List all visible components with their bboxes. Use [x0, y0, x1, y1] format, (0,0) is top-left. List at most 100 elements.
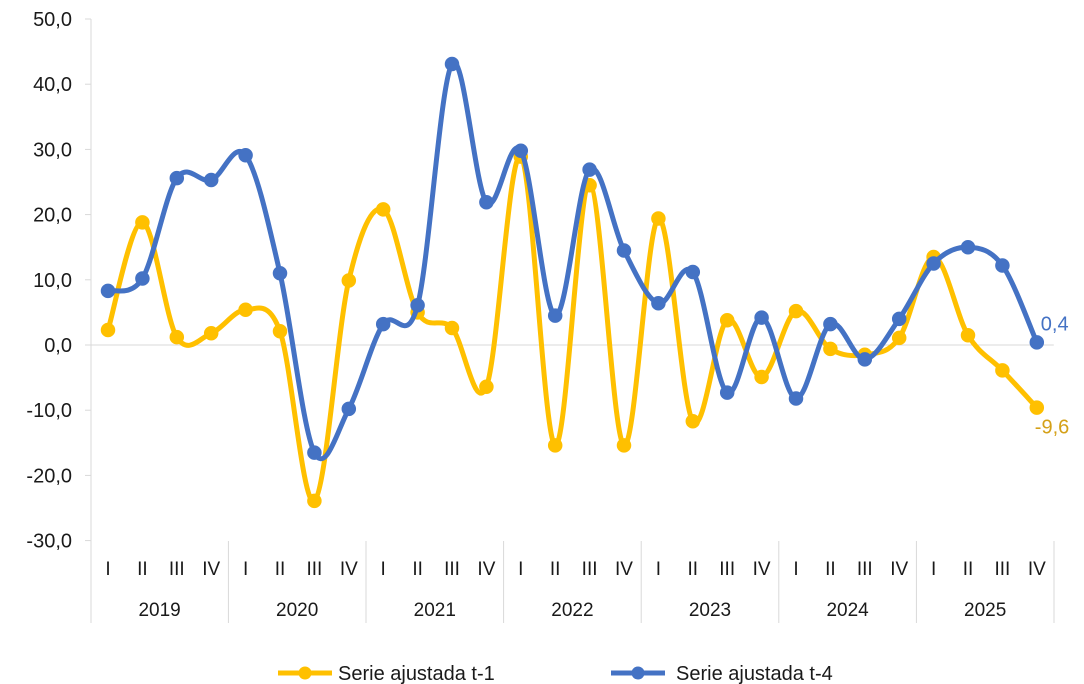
series-t4-point — [788, 391, 804, 406]
series-t1-point — [272, 324, 288, 339]
series-t4-point — [995, 258, 1010, 273]
x-quarter-label: IV — [202, 559, 220, 580]
x-quarter-label: I — [243, 559, 248, 580]
x-quarter-label: IV — [753, 559, 771, 580]
y-tick-label: 40,0 — [33, 74, 72, 96]
series-t1-point — [341, 273, 357, 288]
x-quarter-label: I — [105, 559, 110, 580]
series-t4-point — [169, 170, 185, 186]
series-t4-point — [823, 316, 838, 332]
x-quarter-label: I — [656, 559, 661, 580]
series-t1-point — [479, 379, 494, 394]
series-t1-point — [685, 414, 701, 429]
series-t1-point — [891, 330, 907, 346]
x-year-label: 2024 — [826, 600, 869, 621]
end-labels: -9,6 0,4 — [1035, 313, 1069, 438]
y-tick-label: 10,0 — [33, 270, 72, 292]
y-tick-label: 30,0 — [33, 139, 72, 161]
x-quarter-label: II — [412, 559, 423, 580]
series-t1-point — [547, 438, 563, 453]
series-t4-point — [582, 162, 597, 177]
series-t1-point — [651, 211, 666, 226]
x-quarter-label: III — [582, 559, 598, 580]
legend-item-t1-label: Serie ajustada t-1 — [338, 663, 495, 684]
x-quarter-label: IV — [615, 559, 633, 580]
series-t4-point — [960, 239, 976, 255]
x-quarter-label: I — [931, 559, 936, 580]
x-year-label: 2023 — [689, 600, 731, 621]
x-quarter-label: III — [994, 559, 1010, 580]
series-t4-point — [857, 352, 873, 367]
legend-item-t4: Serie ajustada t-4 — [611, 663, 833, 684]
x-quarter-label: IV — [477, 559, 495, 580]
series-t4-line — [105, 60, 1040, 462]
x-quarter-label: II — [688, 559, 699, 580]
y-tick-label: 50,0 — [33, 9, 72, 31]
end-label-t1: -9,6 — [1035, 417, 1069, 439]
series-t1-line — [105, 154, 1040, 504]
series-t1-point — [995, 363, 1010, 378]
series-t4-point — [203, 172, 219, 188]
x-quarter-label: I — [381, 559, 386, 580]
series-t1-point — [238, 302, 253, 318]
series-t4-point — [926, 256, 941, 271]
series-t1-point — [823, 341, 838, 357]
series-t4-point — [1029, 335, 1045, 350]
x-quarter-label: III — [857, 559, 873, 580]
series-t4-point — [754, 310, 769, 325]
series-t1-point — [169, 329, 185, 345]
x-year-label: 2022 — [551, 600, 593, 621]
x-quarter-label: II — [275, 559, 286, 580]
series-t1-point — [135, 215, 150, 230]
series-t1-point — [788, 303, 804, 319]
series-t4-point — [513, 143, 529, 158]
x-quarter-label: III — [306, 559, 322, 580]
series-t4-point — [685, 264, 701, 280]
series-t4-point — [479, 194, 494, 210]
x-quarter-label: IV — [340, 559, 358, 580]
legend-item-t1: Serie ajustada t-1 — [278, 663, 495, 684]
series-t1-point — [444, 320, 460, 336]
series-t1 — [100, 149, 1045, 509]
x-year-label: 2025 — [964, 600, 1006, 621]
series-t4-point — [651, 296, 666, 311]
series-t1-point — [1029, 400, 1045, 415]
legend-item-t1-swatch-marker — [298, 666, 312, 680]
series-t4-point — [375, 316, 391, 332]
x-quarter-label: II — [963, 559, 974, 580]
x-quarter-label: III — [169, 559, 185, 580]
x-quarter-label: II — [825, 559, 836, 580]
series-t4-point — [410, 297, 425, 313]
series-t4-point — [307, 445, 322, 460]
series-t1-point — [960, 327, 976, 343]
series-t4-point — [547, 308, 563, 323]
series-t4-point — [444, 56, 460, 72]
y-tick-label: -30,0 — [26, 531, 72, 553]
series-t4-point — [341, 401, 357, 417]
series-t4-point — [135, 271, 150, 286]
series-layer — [100, 56, 1045, 509]
x-quarter-label: IV — [1028, 559, 1046, 580]
x-quarter-label: III — [719, 559, 735, 580]
legend-item-t4-swatch-marker — [631, 666, 645, 680]
legend-item-t4-label: Serie ajustada t-4 — [676, 663, 833, 684]
x-year-label: 2020 — [276, 600, 318, 621]
x-quarter-label: I — [793, 559, 798, 580]
series-t4 — [100, 56, 1045, 462]
x-quarter-label: I — [518, 559, 523, 580]
series-t1-point — [203, 326, 219, 341]
legend: Serie ajustada t-1 Serie ajustada t-4 — [278, 663, 833, 684]
series-t1-point — [307, 493, 322, 509]
x-year-label: 2021 — [414, 600, 456, 621]
series-t4-point — [891, 311, 907, 327]
series-t1-point — [616, 438, 632, 453]
x-year-label: 2019 — [138, 600, 180, 621]
series-t4-point — [100, 283, 116, 299]
end-label-t4: 0,4 — [1041, 313, 1069, 335]
x-quarter-label: IV — [890, 559, 908, 580]
y-tick-label: -10,0 — [26, 400, 72, 422]
x-quarter-label: II — [550, 559, 561, 580]
y-tick-label: 20,0 — [33, 205, 72, 227]
